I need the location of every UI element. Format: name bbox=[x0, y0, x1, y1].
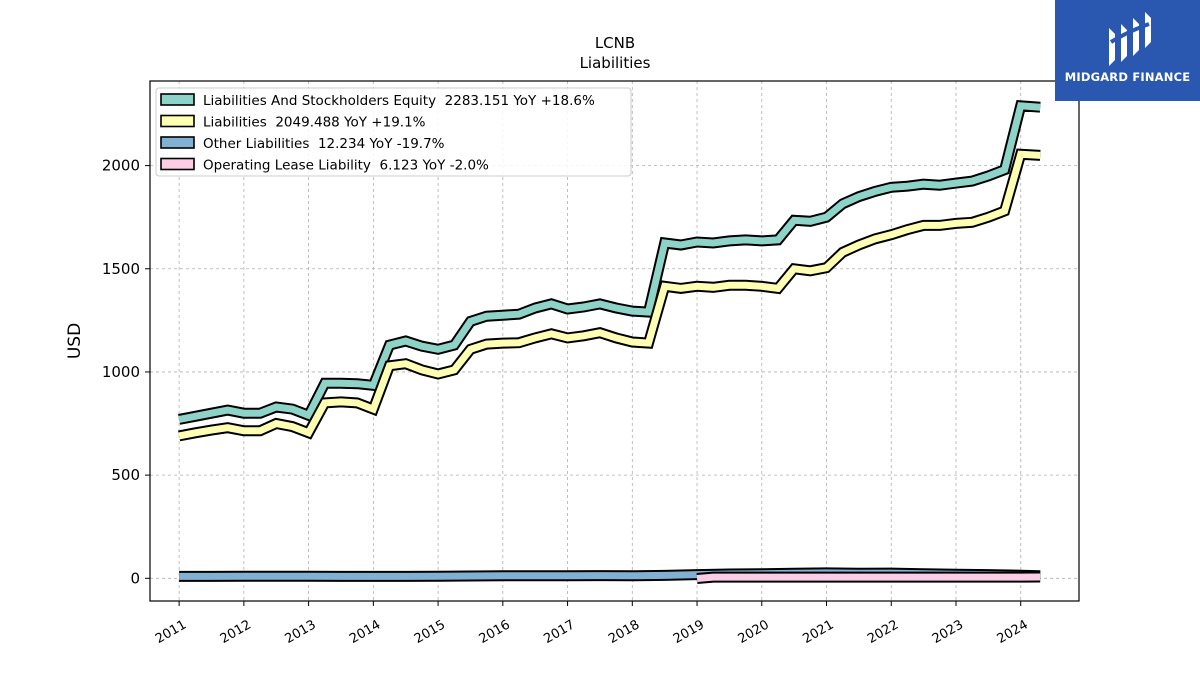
x-tick-label: 2023 bbox=[930, 617, 966, 647]
legend-swatch bbox=[160, 136, 195, 149]
legend-swatch bbox=[160, 157, 195, 171]
series-line bbox=[178, 102, 1041, 423]
x-tick-label: 2017 bbox=[541, 617, 577, 647]
legend-entry-label: Liabilities And Stockholders Equity 2283… bbox=[203, 93, 595, 109]
legend-entry-label: Operating Lease Liability 6.123 YoY -2.0… bbox=[203, 158, 489, 174]
legend: Liabilities And Stockholders Equity 2283… bbox=[155, 87, 632, 177]
legend-entry-label: Liabilities 2049.488 YoY +19.1% bbox=[203, 115, 426, 131]
y-tick-label: 1000 bbox=[102, 363, 140, 381]
legend-box bbox=[155, 87, 632, 177]
x-tick-label: 2016 bbox=[477, 617, 513, 647]
legend-entry-label: Other Liabilities 12.234 YoY -19.7% bbox=[203, 136, 445, 152]
brand-name: MIDGARD FINANCE bbox=[1064, 70, 1191, 84]
x-tick-label: 2020 bbox=[736, 617, 772, 647]
brand-logo: MIDGARD FINANCE bbox=[1055, 0, 1200, 101]
y-tick-label: 500 bbox=[111, 466, 140, 484]
x-tick-label: 2021 bbox=[800, 617, 836, 647]
grid bbox=[150, 81, 1079, 601]
chart-subtitle: Liabilities bbox=[580, 54, 651, 72]
x-tick-label: 2018 bbox=[606, 617, 642, 647]
y-tick-label: 2000 bbox=[102, 157, 140, 175]
x-axis: 2011 2012 2013 2014 2015 2016 2017 2018 2019 2020… bbox=[153, 601, 1031, 647]
series-operating-lease-liability bbox=[696, 571, 1041, 584]
x-tick-label: 2024 bbox=[995, 617, 1031, 647]
series-liabilities-and-stockholders-equity bbox=[178, 99, 1041, 425]
x-tick-label: 2012 bbox=[218, 617, 254, 647]
brand-mark-icon bbox=[1109, 12, 1151, 66]
series-layer bbox=[178, 99, 1041, 584]
series-line bbox=[696, 573, 1041, 582]
series-liabilities bbox=[178, 148, 1041, 442]
x-tick-label: 2011 bbox=[153, 617, 189, 647]
y-tick-label: 1500 bbox=[102, 260, 140, 278]
x-tick-label: 2019 bbox=[671, 617, 707, 647]
chart-title: LCNB bbox=[595, 34, 635, 52]
x-tick-label: 2014 bbox=[347, 617, 383, 647]
x-tick-label: 2015 bbox=[412, 617, 448, 647]
y-axis-label: USD bbox=[65, 323, 85, 359]
x-tick-label: 2013 bbox=[282, 617, 318, 647]
y-axis: 0 500 1000 1500 2000 bbox=[102, 157, 150, 587]
legend-swatch bbox=[160, 93, 195, 106]
series-line bbox=[178, 150, 1041, 440]
x-tick-label: 2022 bbox=[865, 617, 901, 647]
y-tick-label: 0 bbox=[130, 569, 140, 587]
plot-frame bbox=[149, 80, 1080, 602]
legend-swatch bbox=[160, 114, 195, 128]
